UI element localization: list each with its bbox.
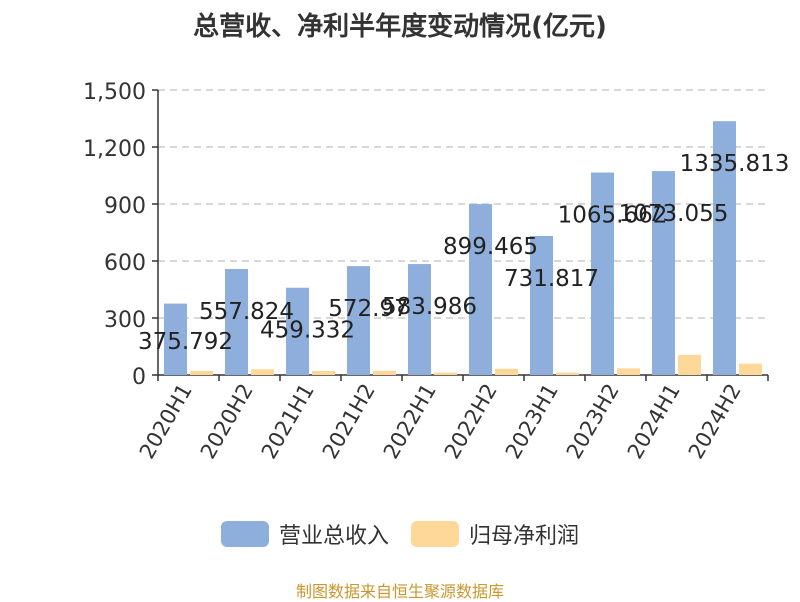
bar-revenue	[225, 269, 248, 375]
bar-net-profit	[251, 369, 274, 375]
x-tick-label: 2021H1	[257, 380, 319, 464]
data-label-revenue: 1073.055	[619, 201, 729, 227]
bar-revenue	[713, 121, 736, 375]
legend-swatch-revenue	[220, 521, 269, 547]
bar-net-profit	[617, 368, 640, 375]
chart-title: 总营收、净利半年度变动情况(亿元)	[193, 12, 607, 42]
bar-revenue	[530, 235, 553, 375]
x-tick-label: 2024H2	[684, 380, 746, 464]
bar-net-profit	[495, 368, 518, 375]
x-tick-label: 2023H1	[501, 380, 563, 464]
data-label-revenue: 557.824	[199, 299, 294, 325]
y-tick-label: 0	[132, 365, 146, 390]
data-label-revenue: 899.465	[443, 234, 538, 260]
bar-revenue	[408, 264, 431, 375]
bar-revenue	[347, 266, 370, 375]
y-tick-label: 300	[104, 308, 146, 333]
x-tick-label: 2021H2	[318, 380, 380, 464]
legend: 营业总收入 归母净利润	[0, 518, 800, 550]
bar-revenue	[591, 172, 614, 375]
legend-label-revenue: 营业总收入	[278, 524, 389, 549]
bar-revenue	[652, 171, 675, 375]
data-label-revenue: 459.332	[260, 318, 355, 344]
legend-label-net-profit: 归母净利润	[469, 524, 580, 549]
bar-revenue	[469, 204, 492, 375]
bar-net-profit	[434, 372, 457, 375]
data-label-revenue: 583.986	[382, 294, 477, 320]
data-label-revenue: 1065.662	[558, 203, 668, 229]
bar-net-profit	[190, 370, 213, 375]
legend-item-revenue[interactable]: 营业总收入	[220, 518, 389, 550]
data-label-revenue: 731.817	[504, 266, 599, 292]
bar-net-profit	[739, 363, 762, 375]
x-tick-label: 2022H1	[379, 380, 441, 464]
data-source-note: 制图数据来自恒生聚源数据库	[295, 582, 504, 601]
bar-revenue	[164, 303, 187, 375]
bar-net-profit	[312, 371, 335, 375]
y-tick-label: 900	[104, 194, 146, 219]
x-tick-label: 2023H2	[562, 380, 624, 464]
data-label-revenue: 572.97	[328, 296, 408, 322]
bar-revenue	[286, 287, 309, 375]
x-tick-label: 2020H1	[135, 380, 197, 464]
x-tick-label: 2020H2	[196, 380, 258, 464]
y-tick-label: 600	[104, 251, 146, 276]
bar-net-profit	[556, 372, 579, 375]
x-tick-label: 2024H1	[623, 380, 685, 464]
y-tick-label: 1,200	[83, 137, 146, 162]
legend-item-net-profit[interactable]: 归母净利润	[411, 518, 579, 550]
data-label-revenue: 1335.813	[680, 151, 790, 177]
bar-net-profit	[373, 370, 396, 375]
y-tick-label: 1,500	[83, 80, 146, 105]
bar-net-profit	[678, 354, 701, 375]
legend-swatch-net-profit	[411, 521, 459, 547]
x-tick-label: 2022H2	[440, 380, 502, 464]
data-label-revenue: 375.792	[138, 329, 233, 355]
